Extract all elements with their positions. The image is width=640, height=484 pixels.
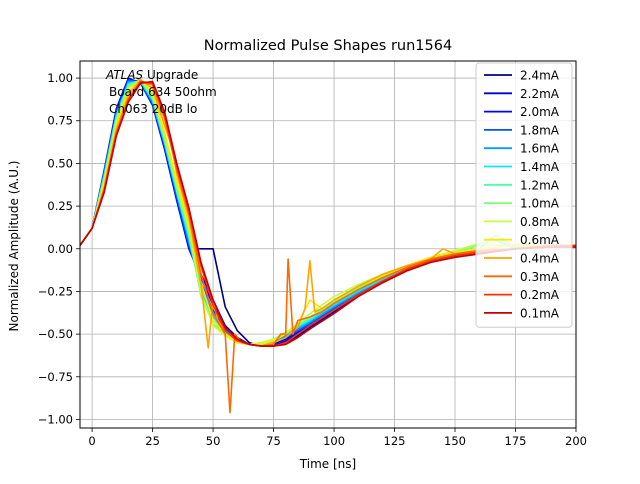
plot-area [80,77,576,414]
y-tick-label: 0.75 [47,114,73,128]
x-tick-label: 25 [145,434,160,448]
y-axis-label: Normalized Amplitude (A.U.) [7,161,21,332]
x-tick-label: 100 [323,434,345,448]
x-axis-label: Time [ns] [299,457,356,471]
legend-entry: 2.0mA [520,105,560,119]
y-tick-label: −0.25 [38,284,73,298]
legend-entry: 2.4mA [520,69,560,83]
legend-entry: 0.1mA [520,306,560,320]
axis-ticks: 0 25 50 75 100 125 150 175 200 −1.00 −0.75 −0.50 −0.… [38,71,587,448]
chart-title: Normalized Pulse Shapes run1564 [204,38,452,54]
legend-entry: 1.4mA [520,160,560,174]
annotation-line-1: ATLAS Upgrade [105,68,198,82]
x-tick-label: 125 [384,434,406,448]
y-tick-label: −1.00 [38,412,73,426]
annotation-upgrade: Upgrade [143,68,198,82]
legend-entry: 0.8mA [520,215,560,229]
series-line-0.1mA [80,80,576,347]
y-tick-label: 0.50 [47,156,73,170]
legend-entry: 1.6mA [520,142,560,156]
series-line-0.3mA [80,80,576,414]
legend-entry: 0.2mA [520,288,560,302]
y-tick-label: 0.00 [47,242,73,256]
x-tick-label: 0 [88,434,95,448]
x-tick-label: 200 [565,434,587,448]
legend-entry: 1.0mA [520,197,560,211]
x-tick-label: 50 [206,434,221,448]
x-tick-label: 150 [444,434,466,448]
legend-entry: 1.8mA [520,123,560,137]
x-tick-label: 75 [266,434,281,448]
legend-entry: 1.2mA [520,178,560,192]
legend-entry: 0.6mA [520,233,560,247]
y-tick-label: 0.25 [47,199,73,213]
annotation-atlas: ATLAS [105,68,144,82]
annotation-line-2: Board 634 50ohm [109,85,217,99]
legend-entry: 2.2mA [520,87,560,101]
y-tick-label: −0.75 [38,370,73,384]
y-tick-label: 1.00 [47,71,73,85]
legend: 2.4mA 2.2mA 2.0mA 1.8mA 1.6mA 1.4mA 1.2mA 1.0mA… [475,62,573,328]
y-tick-label: −0.50 [38,327,73,341]
series-lines [80,77,576,414]
legend-entry: 0.4mA [520,252,560,266]
x-tick-label: 175 [505,434,527,448]
annotation-text: ATLAS Upgrade Board 634 50ohm Ch063 20dB… [105,68,217,116]
legend-entry: 0.3mA [520,270,560,284]
axes-frame [79,60,577,429]
annotation-line-3: Ch063 20dB lo [109,102,197,116]
